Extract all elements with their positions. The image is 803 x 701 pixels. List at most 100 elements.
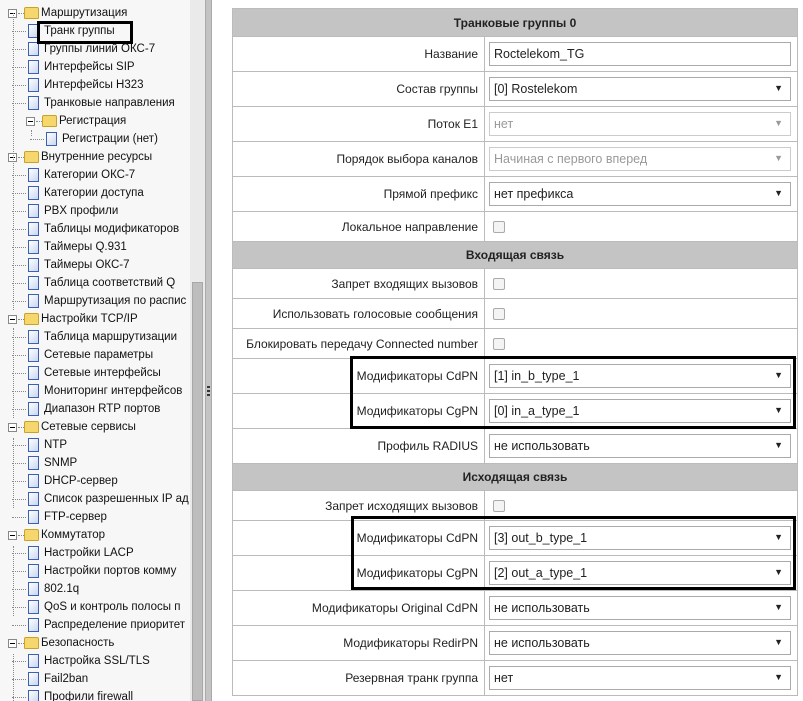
- collapse-icon[interactable]: [8, 153, 17, 162]
- collapse-icon[interactable]: [8, 315, 17, 324]
- tree-item[interactable]: Таблица соответствий Q: [0, 274, 190, 292]
- selected-value: Начиная с первого вперед: [494, 152, 648, 166]
- triangle-down-icon: ▼: [774, 567, 783, 577]
- checkbox[interactable]: [493, 220, 505, 233]
- tree-item[interactable]: Мониторинг интерфейсов: [0, 382, 190, 400]
- tree-item[interactable]: Список разрешенных IP ад: [0, 490, 190, 508]
- checkbox[interactable]: [493, 499, 505, 512]
- form-row: Использовать голосовые сообщения: [233, 298, 797, 328]
- form-row: Прямой префикс нет префикса ▼: [233, 176, 797, 211]
- tree-item[interactable]: DHCP-сервер: [0, 472, 190, 490]
- form-row: Название Roctelekom_TG: [233, 36, 797, 71]
- sidebar-scrollbar[interactable]: [190, 0, 205, 701]
- tree-item[interactable]: Таблицы модификаторов: [0, 220, 190, 238]
- checkbox[interactable]: [493, 307, 505, 320]
- tree-item[interactable]: Интерфейсы H323: [0, 76, 190, 94]
- select-field[interactable]: [0] Rostelekom ▼: [489, 77, 791, 101]
- tree-item[interactable]: QoS и контроль полосы п: [0, 598, 190, 616]
- highlight-incoming-modifiers: [350, 356, 796, 429]
- page-icon: [28, 510, 39, 524]
- tree-item[interactable]: Группы линий ОКС-7: [0, 40, 190, 58]
- tree-item[interactable]: Распределение приоритет: [0, 616, 190, 634]
- tree-item[interactable]: Регистрации (нет): [0, 130, 190, 148]
- select-field[interactable]: [3] out_b_type_1 ▼: [489, 526, 791, 550]
- tree-label: Настройки портов комму: [44, 565, 177, 577]
- select-field[interactable]: [2] out_a_type_1 ▼: [489, 561, 791, 585]
- field-label: Прямой префикс: [233, 177, 485, 211]
- tree-item[interactable]: Таймеры Q.931: [0, 238, 190, 256]
- select-field[interactable]: не использовать ▼: [489, 434, 791, 458]
- tree-item[interactable]: Сетевые интерфейсы: [0, 364, 190, 382]
- form-row: Блокировать передачу Connected number: [233, 328, 797, 358]
- tree-item[interactable]: Настройка SSL/TLS: [0, 652, 190, 670]
- tree-folder[interactable]: Маршрутизация: [0, 4, 190, 22]
- section-title: Исходящая связь: [462, 470, 568, 484]
- select-field[interactable]: нет ▼: [489, 666, 791, 690]
- folder-icon: [24, 421, 39, 433]
- selected-value: [3] out_b_type_1: [494, 531, 588, 545]
- tree-label: Список разрешенных IP ад: [44, 493, 189, 505]
- collapse-icon[interactable]: [8, 639, 17, 648]
- select-field[interactable]: не использовать ▼: [489, 596, 791, 620]
- page-icon: [28, 330, 39, 344]
- tree-item[interactable]: Профили firewall: [0, 688, 190, 701]
- page-icon: [28, 204, 39, 218]
- select-field[interactable]: не использовать ▼: [489, 631, 791, 655]
- tree-item[interactable]: 802.1q: [0, 580, 190, 598]
- tree-item[interactable]: Маршрутизация по распис: [0, 292, 190, 310]
- tree-item[interactable]: SNMP: [0, 454, 190, 472]
- page-icon: [28, 672, 39, 686]
- tree-item[interactable]: FTP-сервер: [0, 508, 190, 526]
- tree-item[interactable]: Транковые направления: [0, 94, 190, 112]
- page-icon: [28, 546, 39, 560]
- select-field[interactable]: нет префикса ▼: [489, 182, 791, 206]
- tree-label: Коммутатор: [41, 529, 105, 541]
- field-label: Профиль RADIUS: [233, 429, 485, 463]
- select-field[interactable]: [1] in_b_type_1 ▼: [489, 364, 791, 388]
- page-icon: [28, 96, 39, 110]
- page-icon: [28, 456, 39, 470]
- tree-label: SNMP: [44, 457, 78, 469]
- name-input[interactable]: Roctelekom_TG: [489, 42, 791, 66]
- collapse-icon[interactable]: [26, 117, 35, 126]
- tree-folder[interactable]: Безопасность: [0, 634, 190, 652]
- tree-folder[interactable]: Сетевые сервисы: [0, 418, 190, 436]
- tree-item[interactable]: Настройки LACP: [0, 544, 190, 562]
- tree-folder[interactable]: Коммутатор: [0, 526, 190, 544]
- tree-label: NTP: [44, 439, 67, 451]
- section-header: Входящая связь: [233, 241, 797, 268]
- tree-label: Сетевые интерфейсы: [44, 367, 161, 379]
- page-icon: [46, 132, 57, 146]
- tree-item[interactable]: Категории доступа: [0, 184, 190, 202]
- tree-item[interactable]: Сетевые параметры: [0, 346, 190, 364]
- tree-item[interactable]: Категории ОКС-7: [0, 166, 190, 184]
- form-row: Профиль RADIUS не использовать ▼: [233, 428, 797, 463]
- checkbox[interactable]: [493, 337, 505, 350]
- triangle-down-icon: ▼: [774, 440, 783, 450]
- tree-folder[interactable]: Настройки TCP/IP: [0, 310, 190, 328]
- select-field[interactable]: [0] in_a_type_1 ▼: [489, 399, 791, 423]
- tree-item[interactable]: Таблица маршрутизации: [0, 328, 190, 346]
- tree-label: Таймеры ОКС-7: [44, 259, 130, 271]
- tree-item[interactable]: Настройки портов комму: [0, 562, 190, 580]
- tree-folder[interactable]: Регистрация: [0, 112, 190, 130]
- tree-folder[interactable]: Внутренние ресурсы: [0, 148, 190, 166]
- panel-splitter[interactable]: [205, 0, 212, 701]
- field-label: Название: [233, 37, 485, 71]
- form-row: Состав группы [0] Rostelekom ▼: [233, 71, 797, 106]
- selected-value: нет префикса: [494, 187, 574, 201]
- form-row: Модификаторы RedirPN не использовать ▼: [233, 625, 797, 660]
- folder-icon: [42, 115, 57, 127]
- collapse-icon[interactable]: [8, 9, 17, 18]
- tree-item[interactable]: PBX профили: [0, 202, 190, 220]
- scrollbar-thumb[interactable]: [192, 282, 203, 701]
- page-icon: [28, 438, 39, 452]
- tree-item[interactable]: Fail2ban: [0, 670, 190, 688]
- tree-item[interactable]: Таймеры ОКС-7: [0, 256, 190, 274]
- tree-item[interactable]: Диапазон RTP портов: [0, 400, 190, 418]
- collapse-icon[interactable]: [8, 531, 17, 540]
- collapse-icon[interactable]: [8, 423, 17, 432]
- tree-item[interactable]: Интерфейсы SIP: [0, 58, 190, 76]
- checkbox[interactable]: [493, 277, 505, 290]
- tree-item[interactable]: NTP: [0, 436, 190, 454]
